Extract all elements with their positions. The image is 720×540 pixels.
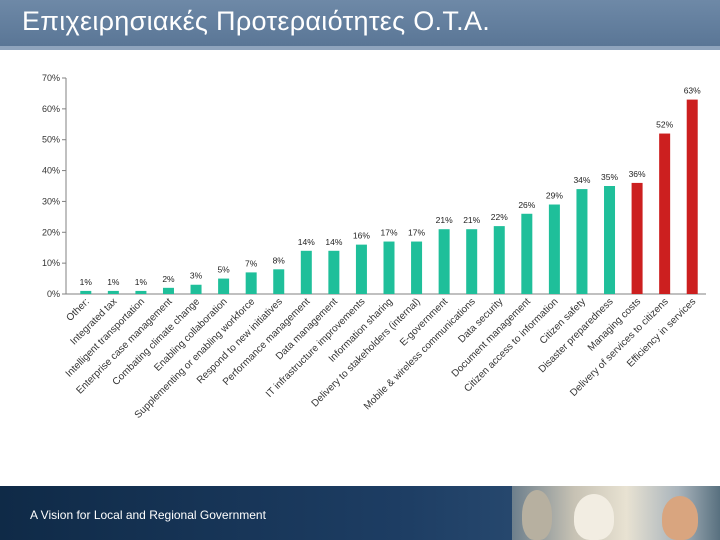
bar-chart: 0%10%20%30%40%50%60%70%1%Other:1%Integra… [42,73,706,421]
photo-person-center [574,494,614,540]
bar-value-label: 29% [546,191,563,201]
people-at-computer-photo [512,486,720,540]
bar-value-label: 14% [298,237,315,247]
bar-value-label: 36% [629,169,646,179]
y-tick-label: 20% [42,227,60,237]
bar [631,182,643,294]
bar [493,226,505,294]
y-tick-label: 40% [42,166,60,176]
y-tick-label: 30% [42,196,60,206]
bar-value-label: 22% [491,212,508,222]
bar [521,213,533,294]
bar-value-label: 1% [135,277,148,287]
footer-banner: A Vision for Local and Regional Governme… [0,486,720,540]
bar-value-label: 2% [162,274,175,284]
bar [686,99,698,294]
bar-value-label: 16% [353,231,370,241]
y-tick-label: 50% [42,135,60,145]
bar [355,244,367,294]
bar [300,250,312,294]
bar-value-label: 14% [325,237,342,247]
chart-panel: 0% 10% 20% 30% 40% 50% 60% 70% 1% Other: 1% Integra… [30,66,710,478]
bar-value-label: 63% [684,86,701,96]
bar-value-label: 17% [380,228,397,238]
y-tick-label: 0% [47,289,60,299]
bar-value-label: 1% [80,277,93,287]
bar [162,287,174,294]
footer-caption: A Vision for Local and Regional Governme… [30,508,266,522]
bar-value-label: 26% [518,200,535,210]
header-divider [0,46,720,50]
bar [273,269,285,294]
bar-value-label: 21% [436,215,453,225]
bar-value-label: 7% [245,258,258,268]
bar [659,133,671,294]
header-bar: Επιχειρησιακές Προτεραιότητες Ο.Τ.Α. [0,0,720,46]
bar [383,241,395,294]
page-title: Επιχειρησιακές Προτεραιότητες Ο.Τ.Α. [22,6,491,36]
bar [218,278,230,294]
bar-value-label: 52% [656,120,673,130]
bar [245,272,257,294]
bar [548,204,560,294]
bar [80,290,92,294]
bar-value-label: 17% [408,228,425,238]
y-tick-label: 60% [42,104,60,114]
bar [438,229,450,294]
bar-value-label: 1% [107,277,120,287]
bar [576,189,588,294]
bar [604,186,616,294]
bar-value-label: 5% [217,265,230,275]
bar [328,250,340,294]
bar [411,241,423,294]
bar-value-label: 3% [190,271,203,281]
bar-value-label: 34% [573,175,590,185]
bar-value-label: 21% [463,215,480,225]
bar [135,290,147,294]
bar [107,290,119,294]
photo-person-right [662,496,698,540]
bar-value-label: 8% [273,255,286,265]
bar [190,284,202,294]
bar [466,229,478,294]
bar-value-label: 35% [601,172,618,182]
photo-person-left [522,490,552,540]
y-tick-label: 10% [42,258,60,268]
y-tick-label: 70% [42,73,60,83]
